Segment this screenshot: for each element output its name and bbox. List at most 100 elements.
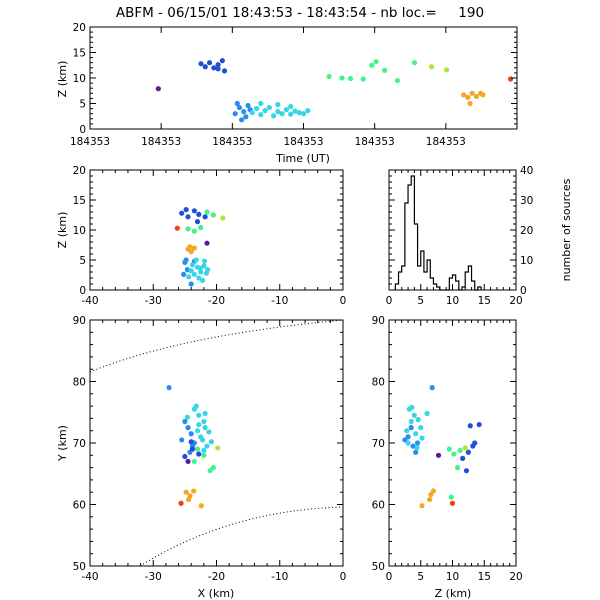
- source-point: [326, 73, 332, 80]
- source-point: [197, 265, 203, 271]
- source-point: [382, 67, 388, 73]
- source-point: [414, 445, 420, 451]
- plan-view-points: [166, 385, 221, 509]
- source-point: [462, 445, 468, 451]
- source-point: [360, 76, 366, 82]
- source-point: [201, 447, 207, 453]
- source-point: [305, 108, 311, 114]
- x-tick-label: -40: [81, 571, 98, 583]
- x-tick-label: 20: [509, 295, 522, 307]
- y-tick-label: 5: [79, 255, 86, 267]
- source-point: [266, 104, 272, 111]
- range-ring-upper: [89, 319, 344, 373]
- source-point: [283, 107, 290, 113]
- source-point: [179, 210, 185, 216]
- time-height-points: [155, 58, 514, 123]
- range-ring-lower: [139, 506, 344, 567]
- source-point: [243, 114, 249, 120]
- source-point: [238, 117, 245, 123]
- x-height-points: [174, 207, 226, 287]
- source-point: [394, 77, 401, 84]
- source-point: [201, 452, 207, 458]
- x-tick-label: 10: [446, 571, 459, 583]
- time-height-panel: 184353 184353 184353 184353 184353 1843530510…: [56, 22, 518, 165]
- source-point: [185, 425, 191, 431]
- source-point: [187, 244, 193, 250]
- source-point: [183, 489, 189, 495]
- source-point: [215, 62, 221, 68]
- source-point: [188, 268, 194, 274]
- source-point: [196, 275, 202, 281]
- source-point: [198, 503, 204, 509]
- time-height-xlabel: Time (UT): [275, 152, 330, 165]
- source-point: [191, 228, 197, 234]
- source-point: [188, 281, 194, 287]
- source-point: [205, 267, 211, 273]
- plan-view-ylabel: Y (km): [56, 425, 69, 462]
- y-tick-label: 70: [372, 438, 385, 450]
- z-plan-xlabel: Z (km): [435, 587, 472, 600]
- source-point: [275, 109, 281, 115]
- source-point: [271, 113, 277, 119]
- source-point: [288, 103, 294, 110]
- source-point: [186, 496, 192, 503]
- source-point: [206, 60, 213, 66]
- x-tick-label: -40: [81, 295, 98, 307]
- source-point: [245, 102, 251, 109]
- source-point: [473, 93, 480, 99]
- y-tick-label: 90: [372, 315, 385, 327]
- source-point: [415, 417, 421, 423]
- source-point: [201, 263, 207, 269]
- y-tick-label: 50: [73, 561, 86, 573]
- source-point: [467, 100, 473, 107]
- x-tick-label: 0: [340, 571, 347, 583]
- x-tick-label: 10: [446, 295, 459, 307]
- source-point: [188, 249, 194, 255]
- y-tick-label: 60: [73, 500, 86, 512]
- source-point: [408, 425, 414, 431]
- source-point: [457, 447, 463, 453]
- y-tick-label: 90: [73, 315, 86, 327]
- histogram-outline: [394, 175, 482, 291]
- y-tick-label: 50: [372, 561, 385, 573]
- y-tick-label: 20: [520, 225, 533, 237]
- source-point: [258, 100, 264, 107]
- x-tick-label: 0: [386, 571, 393, 583]
- source-point: [189, 446, 196, 452]
- source-point: [373, 59, 379, 65]
- source-point: [219, 58, 225, 64]
- source-point: [194, 446, 201, 452]
- source-point: [188, 439, 194, 445]
- source-point: [215, 66, 221, 72]
- source-point: [182, 453, 188, 460]
- source-point: [198, 61, 204, 67]
- source-point: [234, 100, 240, 107]
- source-point: [411, 412, 417, 418]
- source-point: [448, 494, 454, 500]
- source-point: [196, 421, 202, 428]
- x-tick-label: 20: [509, 571, 522, 583]
- source-point: [430, 488, 437, 494]
- source-point: [199, 277, 206, 283]
- source-point: [288, 111, 294, 117]
- source-point: [194, 428, 201, 434]
- source-point: [296, 110, 302, 116]
- source-point: [446, 446, 452, 452]
- source-point: [211, 65, 217, 71]
- source-point: [196, 412, 202, 418]
- y-tick-label: 20: [73, 165, 86, 177]
- z-plan-points: [402, 385, 482, 509]
- y-tick-label: 5: [79, 99, 86, 111]
- source-point: [413, 431, 419, 437]
- source-point: [451, 451, 457, 457]
- source-point: [292, 108, 298, 114]
- source-point: [204, 209, 210, 215]
- y-tick-label: 10: [73, 225, 86, 237]
- source-point: [507, 76, 514, 82]
- x-tick-label: 0: [340, 295, 347, 307]
- x-tick-label: 5: [417, 295, 424, 307]
- source-point: [435, 452, 442, 458]
- source-point: [188, 431, 194, 437]
